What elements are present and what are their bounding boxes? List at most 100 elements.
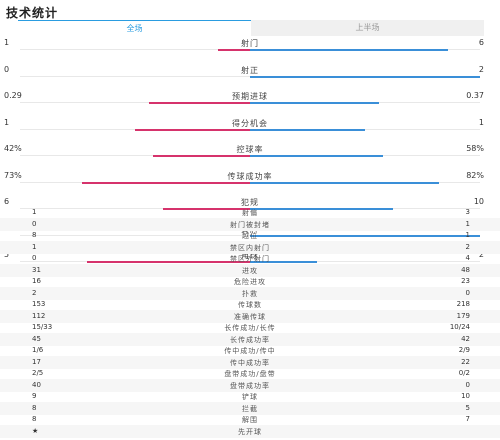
- stat-label: 预期进球: [232, 92, 268, 101]
- stat-row: 1 射门 6: [0, 38, 500, 58]
- stat-label: 先开球: [238, 427, 262, 436]
- stat-label: 射偏: [242, 209, 258, 217]
- stat-label: 得分机会: [232, 118, 268, 128]
- table-row: 112 准确传球 179: [0, 309, 500, 323]
- stat-row: 0 射正 2: [0, 65, 500, 85]
- home-value: 112: [32, 311, 46, 320]
- stat-label: 传球数: [238, 301, 262, 309]
- table-row: 0 禁区外射门 4: [0, 252, 500, 265]
- home-value: 45: [32, 334, 41, 343]
- table-row: 2/5 盘带成功/盘带 0/2: [0, 367, 500, 380]
- stat-label: 长传成功/长传: [224, 324, 276, 332]
- home-value: 8: [32, 231, 37, 239]
- away-value: 7: [465, 415, 470, 423]
- stat-row: 0.29 预期进球 0.37: [0, 91, 500, 111]
- home-value: 153: [32, 300, 46, 308]
- away-bar: [250, 208, 393, 210]
- home-bar: [163, 208, 250, 210]
- away-value: 0/2: [458, 369, 470, 377]
- away-value: 0: [465, 288, 470, 297]
- home-value: 42%: [4, 144, 22, 153]
- away-value: 2: [478, 250, 484, 259]
- stat-row: 42% 控球率 58%: [0, 144, 500, 164]
- table-row: 8 越位 1: [0, 229, 500, 242]
- stat-label: 进攻: [242, 266, 258, 275]
- away-value: 3: [465, 208, 470, 216]
- stat-label: 越位: [242, 232, 258, 240]
- table-row: 1 射偏 3: [0, 206, 500, 219]
- away-bar: [250, 261, 317, 263]
- home-value: 16: [32, 277, 41, 285]
- away-bar: [250, 234, 480, 237]
- table-row: ★ 先开球: [0, 424, 500, 438]
- home-bar: [87, 261, 250, 263]
- away-value: 1: [478, 117, 484, 127]
- away-bar: [250, 102, 379, 104]
- home-value: 9: [32, 392, 37, 400]
- tab-first-half[interactable]: 上半场: [251, 20, 484, 36]
- away-value: 2/9: [458, 346, 470, 354]
- away-value: 10: [461, 392, 470, 400]
- away-value: 58%: [466, 144, 484, 153]
- home-bar: [135, 128, 250, 131]
- table-row: 17 传中成功率 22: [0, 355, 500, 369]
- stat-label: 拦截: [242, 404, 258, 413]
- tab-full-match[interactable]: 全场: [18, 20, 251, 36]
- home-value: 5: [4, 250, 10, 259]
- away-bar: [250, 155, 383, 157]
- stat-label: 射门: [241, 39, 259, 48]
- away-value: 23: [461, 277, 470, 285]
- home-value: 8: [32, 403, 37, 412]
- home-bar: [149, 102, 250, 104]
- home-value: 8: [32, 415, 37, 423]
- away-bar: [250, 75, 480, 78]
- table-row: 0 射门被封堵 1: [0, 217, 500, 231]
- stat-label: 角球: [241, 251, 259, 260]
- stat-label: 禁区内射门: [230, 243, 270, 252]
- away-bar: [250, 128, 365, 131]
- home-bar: [153, 155, 250, 157]
- stat-label: 传中成功率: [230, 358, 270, 367]
- table-row: 8 拦截 5: [0, 401, 500, 415]
- home-bar: [82, 181, 250, 184]
- stat-row: 6 犯规 10: [0, 197, 500, 217]
- away-value: 42: [461, 334, 470, 343]
- away-value: 2: [465, 242, 470, 251]
- table-row: 31 进攻 48: [0, 263, 500, 277]
- home-value: 6: [4, 197, 10, 206]
- table-row: 16 危险进攻 23: [0, 275, 500, 288]
- home-value: 1: [32, 242, 37, 251]
- away-value: 0.37: [466, 91, 484, 100]
- stat-label: 犯规: [241, 198, 259, 207]
- away-value: 10: [473, 197, 484, 206]
- away-value: 48: [461, 265, 470, 274]
- stat-label: 扑救: [242, 289, 258, 298]
- home-value: 0: [4, 64, 10, 74]
- home-value: 40: [32, 380, 41, 389]
- table-row: 45 长传成功率 42: [0, 332, 500, 346]
- home-value: 0.29: [4, 91, 22, 100]
- home-value: 0: [32, 254, 37, 262]
- home-value: 1: [4, 117, 10, 127]
- period-tabs: 全场 上半场: [18, 20, 484, 36]
- stat-label: 盘带成功率: [230, 381, 270, 390]
- table-row: 40 盘带成功率 0: [0, 378, 500, 392]
- stat-row: 1 得分机会 1: [0, 118, 500, 138]
- home-value: 1/6: [32, 346, 44, 354]
- home-value: 15/33: [32, 323, 53, 331]
- stat-label: 盘带成功/盘带: [224, 370, 276, 378]
- stat-label: 射门被封堵: [230, 220, 270, 229]
- home-value: 31: [32, 265, 41, 274]
- home-value: 0: [32, 219, 37, 228]
- stats-title: 技术统计: [6, 6, 59, 20]
- home-value: ★: [32, 426, 39, 435]
- home-value: 1: [32, 208, 37, 216]
- table-row: 153 传球数 218: [0, 298, 500, 311]
- table-row: 8 解围 7: [0, 413, 500, 426]
- table-row: 1 禁区内射门 2: [0, 240, 500, 254]
- home-value: 17: [32, 357, 41, 366]
- stat-label: 传球成功率: [227, 171, 273, 181]
- away-value: 22: [461, 357, 470, 366]
- away-value: 179: [456, 311, 470, 320]
- stat-label: 长传成功率: [230, 335, 270, 344]
